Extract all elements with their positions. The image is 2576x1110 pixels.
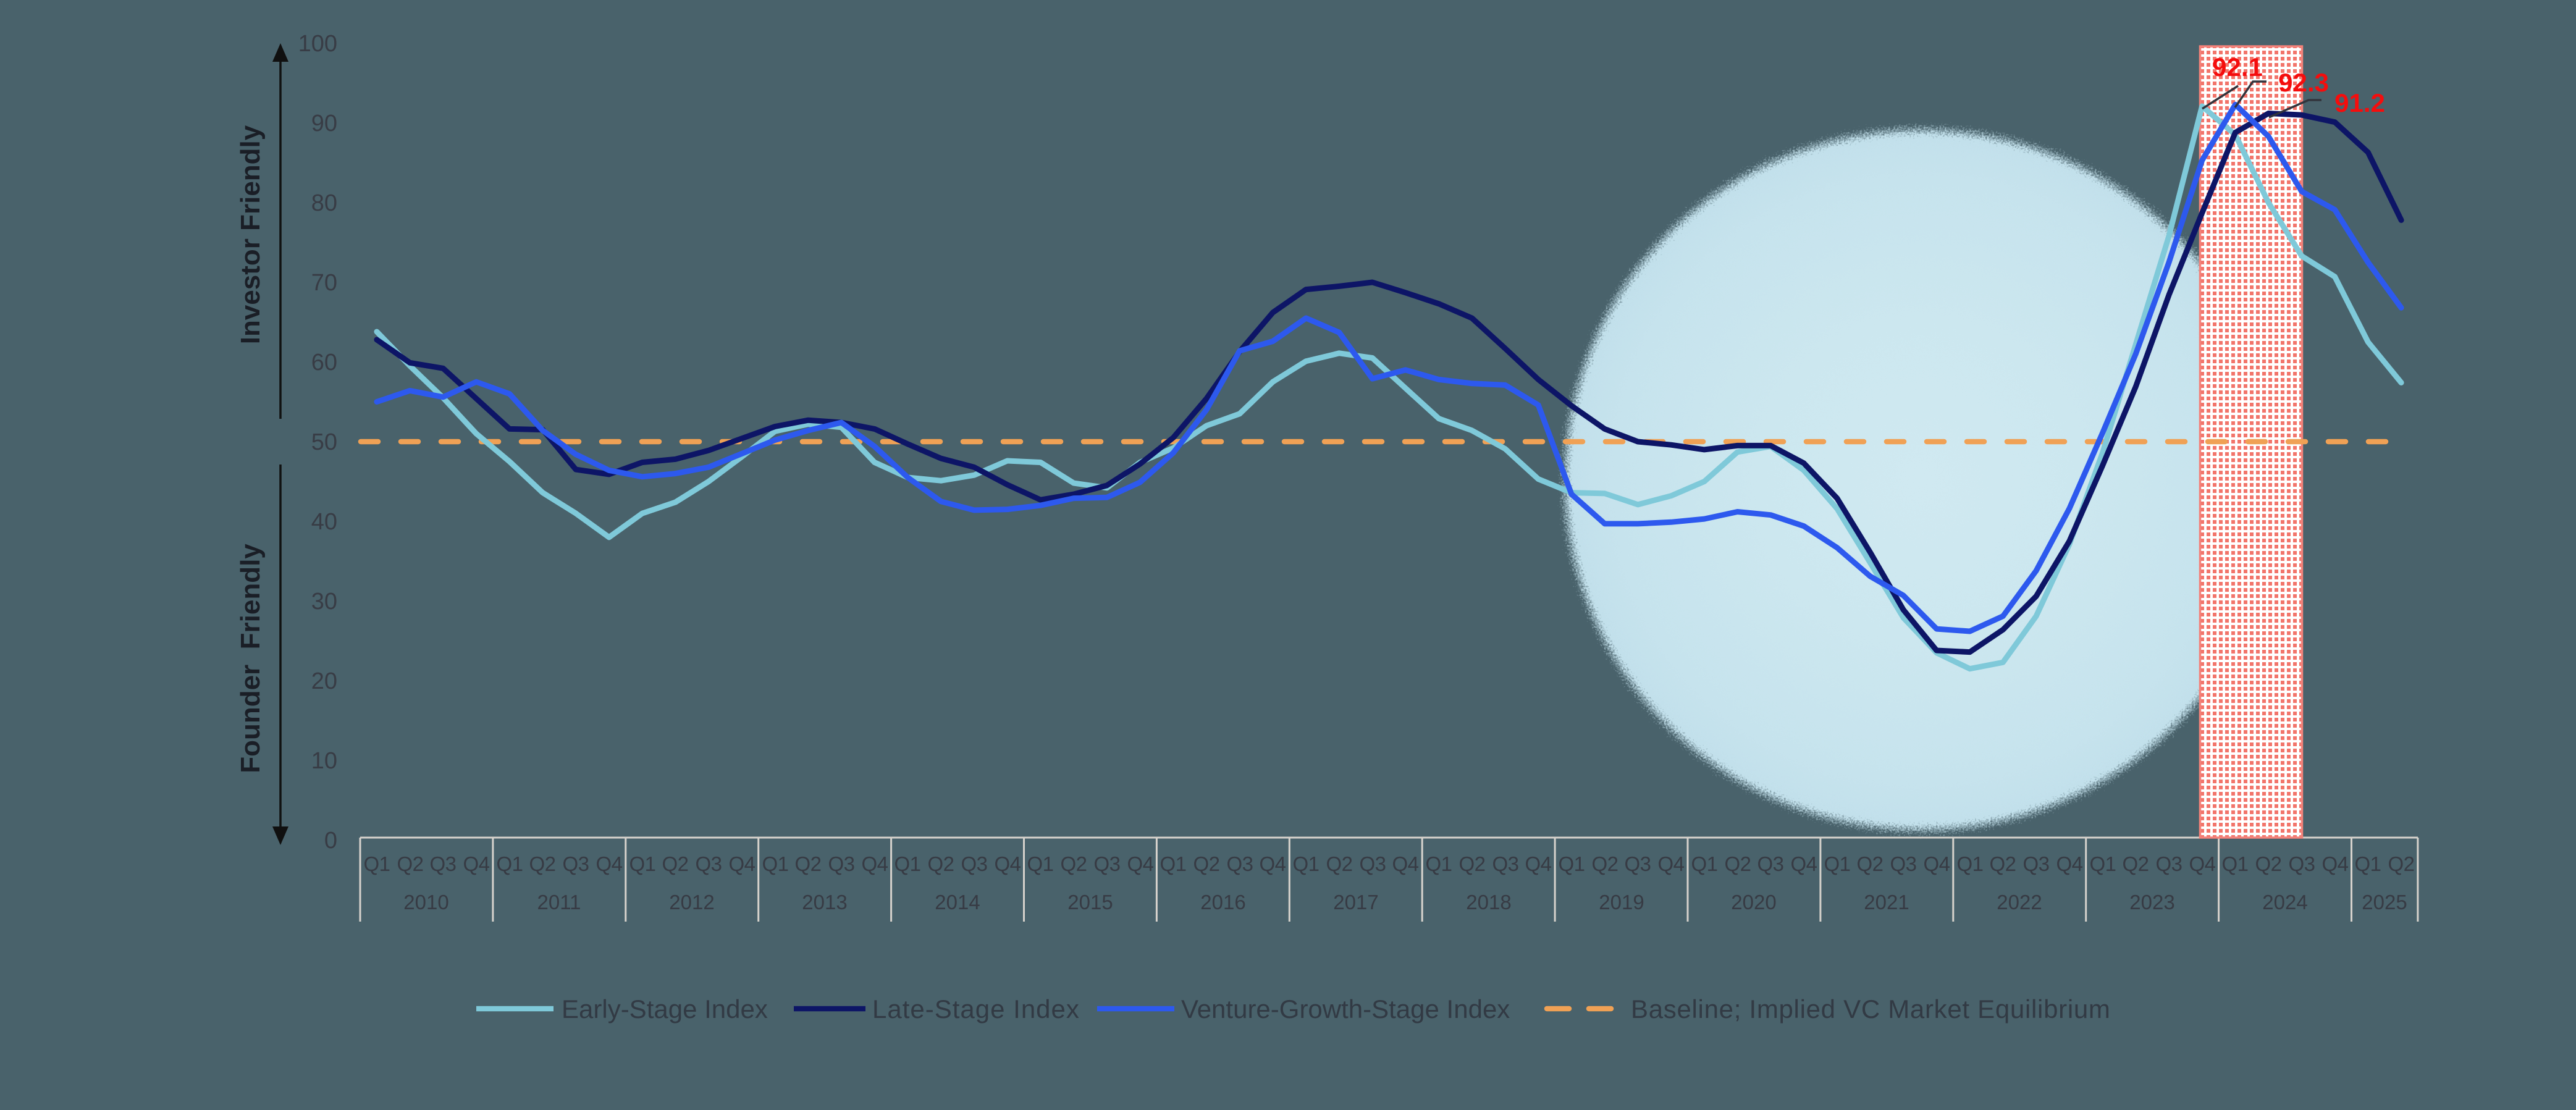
svg-text:Q1: Q1 (1956, 852, 1983, 875)
svg-text:2020: 2020 (1731, 891, 1776, 914)
svg-text:2023: 2023 (2129, 891, 2174, 914)
svg-text:2024: 2024 (2262, 891, 2307, 914)
svg-text:90: 90 (311, 111, 337, 137)
svg-text:Q2: Q2 (1724, 852, 1751, 875)
svg-text:Q1: Q1 (1027, 852, 1053, 875)
svg-text:Q3: Q3 (562, 852, 589, 875)
svg-text:Q4: Q4 (1259, 852, 1286, 875)
svg-text:Q2: Q2 (794, 852, 821, 875)
svg-text:Q2: Q2 (1193, 852, 1219, 875)
svg-text:Q2: Q2 (1591, 852, 1618, 875)
svg-text:Q4: Q4 (2321, 852, 2348, 875)
svg-text:Q2: Q2 (1989, 852, 2016, 875)
svg-text:2010: 2010 (403, 891, 448, 914)
svg-text:Late-Stage Index: Late-Stage Index (872, 994, 1080, 1024)
svg-text:Q3: Q3 (695, 852, 722, 875)
svg-text:91.2: 91.2 (2334, 88, 2385, 117)
svg-text:Investor Friendly: Investor Friendly (235, 125, 266, 344)
svg-text:Q1: Q1 (1425, 852, 1452, 875)
svg-text:Q3: Q3 (828, 852, 854, 875)
svg-text:Q4: Q4 (2189, 852, 2215, 875)
svg-text:Q3: Q3 (2155, 852, 2182, 875)
svg-text:Q2: Q2 (1458, 852, 1485, 875)
svg-text:Q1: Q1 (2221, 852, 2248, 875)
svg-text:2014: 2014 (935, 891, 980, 914)
svg-text:Q2: Q2 (1326, 852, 1352, 875)
svg-text:2012: 2012 (669, 891, 714, 914)
svg-text:Q4: Q4 (994, 852, 1021, 875)
svg-text:2021: 2021 (1864, 891, 1909, 914)
svg-text:Q2: Q2 (2255, 852, 2281, 875)
svg-text:Q4: Q4 (2056, 852, 2082, 875)
svg-text:Founder Friendly: Founder Friendly (235, 544, 266, 773)
svg-text:Q4: Q4 (861, 852, 888, 875)
svg-text:40: 40 (311, 509, 337, 535)
svg-text:Q2: Q2 (2388, 852, 2414, 875)
svg-text:Early-Stage Index: Early-Stage Index (562, 994, 768, 1024)
svg-text:Q3: Q3 (2288, 852, 2315, 875)
svg-text:Q4: Q4 (596, 852, 622, 875)
svg-text:Q2: Q2 (662, 852, 688, 875)
svg-text:50: 50 (311, 429, 337, 455)
svg-text:Q1: Q1 (496, 852, 523, 875)
svg-text:Baseline; Implied VC Market Eq: Baseline; Implied VC Market Equilibrium (1631, 994, 2111, 1024)
svg-text:Q1: Q1 (629, 852, 655, 875)
svg-text:Q2: Q2 (1060, 852, 1087, 875)
svg-text:0: 0 (324, 828, 337, 854)
svg-text:70: 70 (311, 270, 337, 296)
svg-text:80: 80 (311, 190, 337, 216)
svg-text:Q4: Q4 (1790, 852, 1817, 875)
svg-text:92.3: 92.3 (2278, 68, 2329, 97)
svg-text:Q3: Q3 (961, 852, 987, 875)
svg-text:Q3: Q3 (1226, 852, 1253, 875)
svg-text:2019: 2019 (1599, 891, 1644, 914)
svg-text:Q4: Q4 (463, 852, 489, 875)
svg-text:10: 10 (311, 748, 337, 774)
svg-text:2025: 2025 (2362, 891, 2407, 914)
svg-text:Q1: Q1 (2089, 852, 2116, 875)
svg-text:Q1: Q1 (2354, 852, 2381, 875)
svg-text:Q3: Q3 (1890, 852, 1916, 875)
svg-text:20: 20 (311, 668, 337, 694)
svg-text:Q1: Q1 (894, 852, 920, 875)
svg-text:Q1: Q1 (1824, 852, 1850, 875)
svg-text:Q4: Q4 (728, 852, 755, 875)
svg-text:Q2: Q2 (2122, 852, 2149, 875)
svg-text:Q2: Q2 (397, 852, 423, 875)
svg-text:100: 100 (298, 31, 337, 57)
svg-text:30: 30 (311, 589, 337, 615)
svg-text:Venture-Growth-Stage Index: Venture-Growth-Stage Index (1181, 994, 1510, 1024)
svg-text:Q4: Q4 (1525, 852, 1551, 875)
svg-text:Q3: Q3 (1624, 852, 1651, 875)
svg-text:Q1: Q1 (1292, 852, 1319, 875)
svg-text:Q1: Q1 (363, 852, 390, 875)
svg-text:Q1: Q1 (1691, 852, 1717, 875)
svg-text:Q4: Q4 (1392, 852, 1418, 875)
svg-text:Q4: Q4 (1127, 852, 1153, 875)
svg-text:Q3: Q3 (1757, 852, 1783, 875)
svg-text:Q3: Q3 (1093, 852, 1120, 875)
svg-text:2017: 2017 (1333, 891, 1378, 914)
svg-text:Q2: Q2 (1856, 852, 1883, 875)
svg-text:Q3: Q3 (429, 852, 456, 875)
svg-text:2016: 2016 (1200, 891, 1245, 914)
svg-text:92.1: 92.1 (2212, 53, 2263, 82)
svg-text:Q3: Q3 (1492, 852, 1518, 875)
svg-text:Q2: Q2 (927, 852, 954, 875)
svg-text:Q4: Q4 (1923, 852, 1950, 875)
svg-text:Q2: Q2 (529, 852, 555, 875)
svg-text:Q4: Q4 (1657, 852, 1684, 875)
svg-text:2018: 2018 (1466, 891, 1511, 914)
svg-text:2022: 2022 (1997, 891, 2042, 914)
svg-text:60: 60 (311, 350, 337, 376)
svg-text:Q1: Q1 (1160, 852, 1186, 875)
svg-text:Q1: Q1 (762, 852, 788, 875)
svg-text:Q1: Q1 (1558, 852, 1585, 875)
svg-text:2015: 2015 (1067, 891, 1113, 914)
svg-text:Q3: Q3 (2022, 852, 2049, 875)
svg-text:2013: 2013 (802, 891, 847, 914)
svg-text:Q3: Q3 (1359, 852, 1386, 875)
svg-text:2011: 2011 (537, 891, 581, 914)
